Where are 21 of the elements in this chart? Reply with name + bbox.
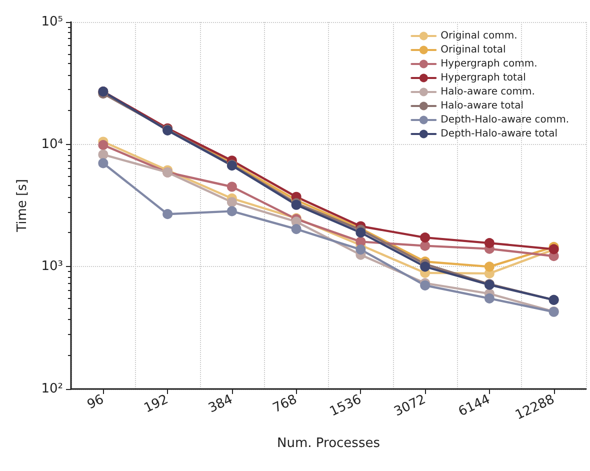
y-tick-label: 10⁵ <box>41 14 63 30</box>
x-tick-label: 6144 <box>456 392 493 420</box>
legend-label: Hypergraph comm. <box>440 58 538 70</box>
x-axis-title: Num. Processes <box>277 436 380 451</box>
x-tick-label: 1536 <box>328 392 364 420</box>
legend-label: Halo-aware comm. <box>440 86 535 98</box>
legend-label: Original comm. <box>440 30 518 42</box>
legend-label: Hypergraph total <box>440 72 526 84</box>
x-tick-label: 3072 <box>392 392 428 420</box>
legend-label: Depth-Halo-aware comm. <box>440 114 570 126</box>
y-tick-label: 10² <box>41 382 63 396</box>
y-axis-title: Time [s] <box>15 179 30 233</box>
x-tick-label: 192 <box>142 392 171 416</box>
y-tick-label: 10³ <box>41 259 63 274</box>
x-tick-label: 96 <box>85 392 106 413</box>
legend-label: Original total <box>440 44 506 56</box>
legend-label: Halo-aware total <box>440 100 524 112</box>
legend-label: Depth-Halo-aware total <box>440 128 558 140</box>
x-tick-label: 384 <box>206 392 236 416</box>
x-tick-label: 768 <box>270 392 300 416</box>
y-tick-label: 10⁴ <box>41 136 63 152</box>
